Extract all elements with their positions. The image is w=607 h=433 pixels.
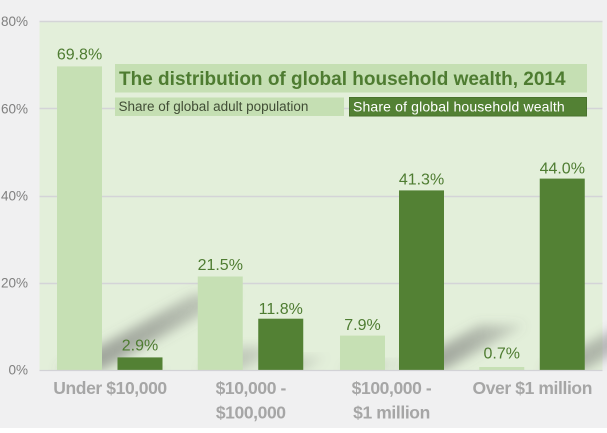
svg-text:$1 million: $1 million	[353, 403, 430, 423]
svg-text:20%: 20%	[1, 275, 28, 290]
svg-text:$10,000 -: $10,000 -	[216, 378, 287, 398]
svg-text:The distribution of global hou: The distribution of global household wea…	[119, 69, 566, 90]
svg-text:0%: 0%	[8, 362, 28, 377]
svg-text:0.7%: 0.7%	[484, 345, 520, 362]
svg-text:$100,000 -: $100,000 -	[352, 378, 432, 398]
svg-text:11.8%: 11.8%	[259, 301, 303, 318]
svg-text:7.9%: 7.9%	[344, 317, 380, 334]
svg-text:41.3%: 41.3%	[399, 171, 444, 188]
svg-text:40%: 40%	[1, 188, 28, 203]
svg-text:2.9%: 2.9%	[122, 338, 158, 355]
svg-text:44.0%: 44.0%	[540, 160, 585, 177]
svg-text:Under $10,000: Under $10,000	[53, 378, 167, 398]
svg-text:$100,000: $100,000	[216, 403, 286, 423]
svg-text:Share of global adult populati: Share of global adult population	[119, 99, 309, 114]
svg-text:Over $1 million: Over $1 million	[473, 378, 592, 398]
svg-text:60%: 60%	[1, 101, 28, 116]
svg-text:69.8%: 69.8%	[57, 46, 102, 63]
svg-text:21.5%: 21.5%	[198, 257, 243, 274]
svg-text:Share of global household weal: Share of global household wealth	[353, 99, 565, 115]
svg-text:80%: 80%	[1, 14, 28, 29]
